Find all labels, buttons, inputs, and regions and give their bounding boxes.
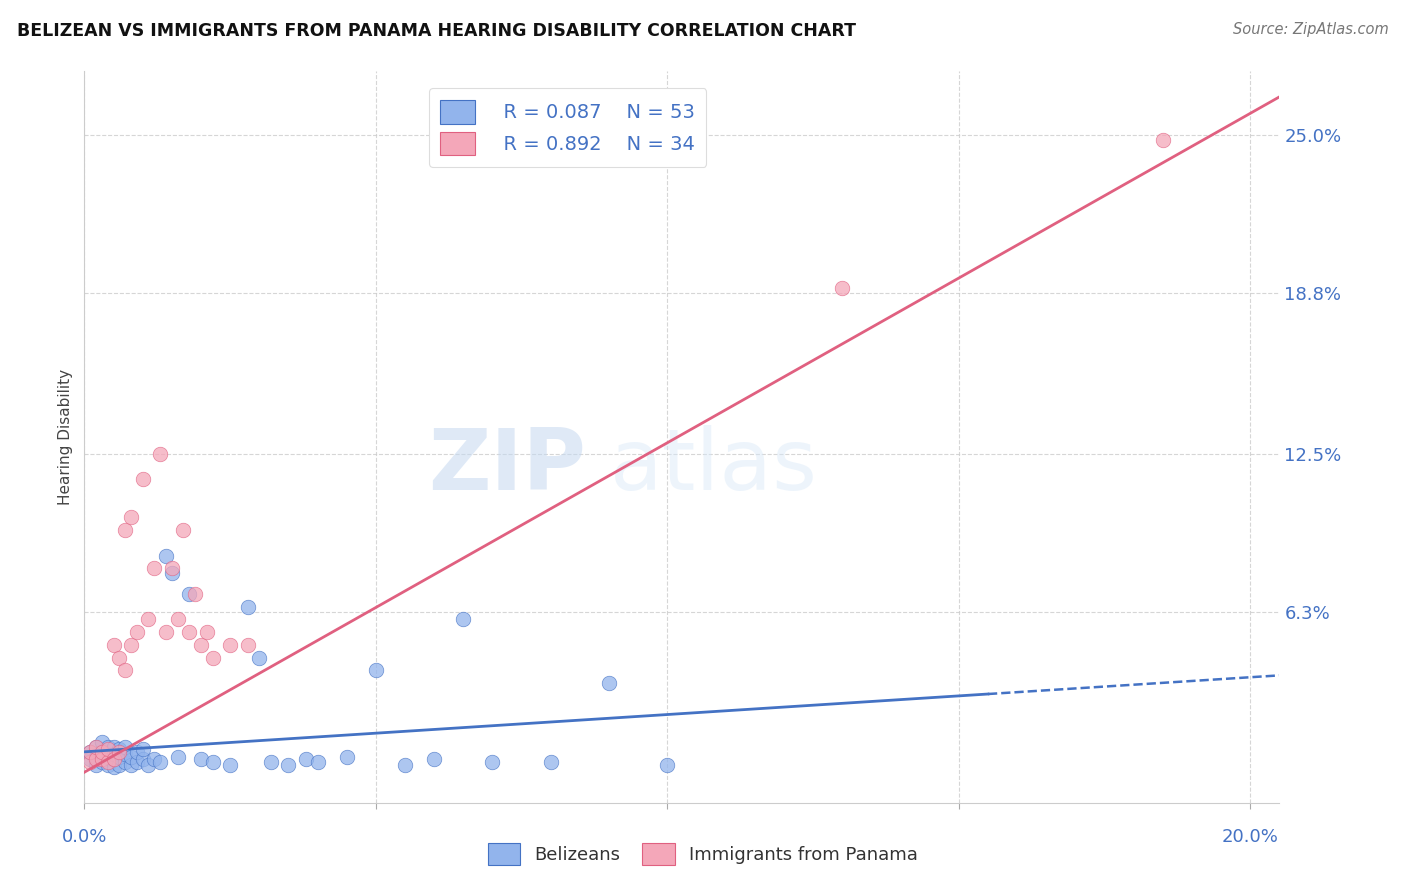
Point xyxy=(84,739,107,754)
Point xyxy=(84,752,107,766)
Point xyxy=(143,752,166,766)
Point xyxy=(143,561,166,575)
Point xyxy=(90,734,112,748)
Point xyxy=(90,745,112,759)
Point xyxy=(295,752,318,766)
Point xyxy=(103,638,125,652)
Point xyxy=(481,755,503,769)
Point xyxy=(172,523,194,537)
Legend: Belizeans, Immigrants from Panama: Belizeans, Immigrants from Panama xyxy=(481,836,925,872)
Text: 0.0%: 0.0% xyxy=(62,828,107,846)
Point xyxy=(195,625,218,640)
Point xyxy=(108,745,131,759)
Point xyxy=(131,742,153,756)
Point xyxy=(160,566,183,581)
Point xyxy=(166,612,188,626)
Point xyxy=(138,612,160,626)
Point xyxy=(90,755,112,769)
Point xyxy=(97,757,120,772)
Text: ZIP: ZIP xyxy=(429,425,586,508)
Point xyxy=(598,676,620,690)
Point xyxy=(657,757,679,772)
Point xyxy=(84,750,107,764)
Point xyxy=(831,281,853,295)
Point xyxy=(155,549,177,563)
Point xyxy=(97,739,120,754)
Point xyxy=(260,755,283,769)
Point xyxy=(179,625,201,640)
Point xyxy=(103,739,125,754)
Point xyxy=(120,510,142,524)
Point xyxy=(131,472,153,486)
Point xyxy=(125,745,148,759)
Point xyxy=(103,747,125,762)
Point xyxy=(125,625,148,640)
Point xyxy=(79,745,101,759)
Point xyxy=(97,742,120,756)
Point xyxy=(108,750,131,764)
Point xyxy=(219,638,242,652)
Point xyxy=(247,650,270,665)
Point xyxy=(125,755,148,769)
Point xyxy=(108,650,131,665)
Point xyxy=(79,745,101,759)
Point xyxy=(201,755,224,769)
Point xyxy=(179,587,201,601)
Point xyxy=(201,650,224,665)
Point xyxy=(131,752,153,766)
Point xyxy=(114,523,136,537)
Legend:   R = 0.087    N = 53,   R = 0.892    N = 34: R = 0.087 N = 53, R = 0.892 N = 34 xyxy=(429,88,706,167)
Point xyxy=(540,755,562,769)
Point xyxy=(184,587,207,601)
Point xyxy=(1152,133,1174,147)
Point xyxy=(114,747,136,762)
Point xyxy=(190,752,212,766)
Y-axis label: Hearing Disability: Hearing Disability xyxy=(58,369,73,505)
Point xyxy=(79,752,101,766)
Point xyxy=(336,750,359,764)
Point xyxy=(160,561,183,575)
Point xyxy=(114,739,136,754)
Point xyxy=(364,663,387,677)
Point xyxy=(120,750,142,764)
Point xyxy=(84,757,107,772)
Point xyxy=(97,755,120,769)
Point xyxy=(277,757,299,772)
Point xyxy=(114,755,136,769)
Point xyxy=(149,755,172,769)
Point xyxy=(166,750,188,764)
Point xyxy=(138,757,160,772)
Point xyxy=(103,752,125,766)
Point xyxy=(90,745,112,759)
Point xyxy=(155,625,177,640)
Text: atlas: atlas xyxy=(610,425,818,508)
Point xyxy=(423,752,446,766)
Point xyxy=(149,447,172,461)
Point xyxy=(219,757,242,772)
Point xyxy=(103,760,125,774)
Point xyxy=(97,750,120,764)
Point xyxy=(236,599,259,614)
Text: 20.0%: 20.0% xyxy=(1222,828,1278,846)
Point xyxy=(307,755,329,769)
Point xyxy=(84,739,107,754)
Point xyxy=(108,757,131,772)
Point xyxy=(90,747,112,762)
Point xyxy=(120,757,142,772)
Text: BELIZEAN VS IMMIGRANTS FROM PANAMA HEARING DISABILITY CORRELATION CHART: BELIZEAN VS IMMIGRANTS FROM PANAMA HEARI… xyxy=(17,22,856,40)
Text: Source: ZipAtlas.com: Source: ZipAtlas.com xyxy=(1233,22,1389,37)
Point xyxy=(453,612,475,626)
Point xyxy=(79,755,101,769)
Point xyxy=(394,757,416,772)
Point xyxy=(190,638,212,652)
Point xyxy=(236,638,259,652)
Point xyxy=(108,742,131,756)
Point xyxy=(120,638,142,652)
Point xyxy=(114,663,136,677)
Point xyxy=(103,752,125,766)
Point xyxy=(90,752,112,766)
